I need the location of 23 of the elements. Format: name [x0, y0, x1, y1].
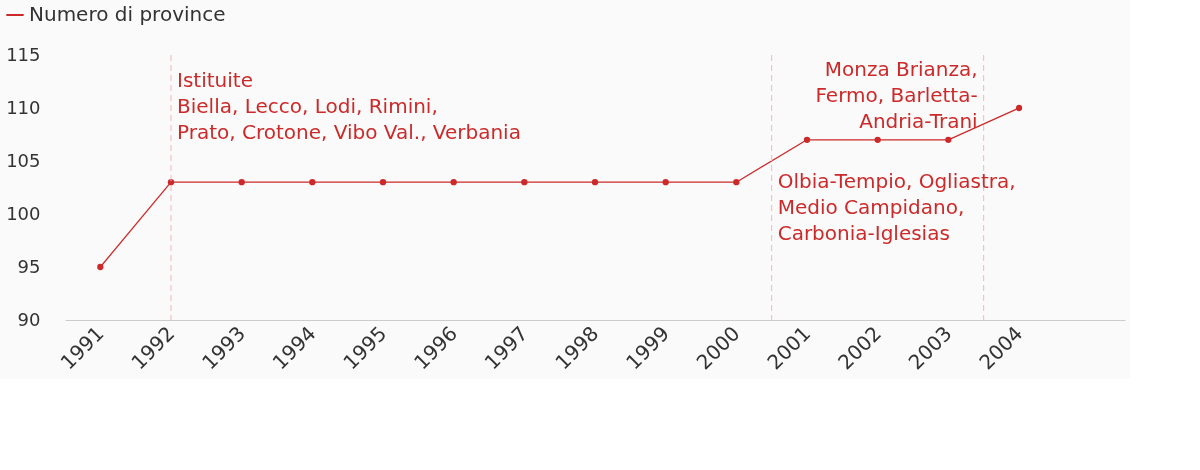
annotation: Istituite Biella, Lecco, Lodi, Rimini, Prato, Crotone, Vibo Val., Verbania: [177, 67, 521, 144]
point: [238, 179, 245, 186]
point: [309, 179, 316, 186]
point: [97, 263, 104, 271]
y-tick-label: 105: [6, 149, 41, 171]
point: [662, 179, 669, 186]
point: [591, 179, 599, 186]
point: [803, 136, 811, 143]
point: [874, 136, 881, 143]
point: [1015, 104, 1023, 112]
point: [379, 179, 387, 186]
y-tick-label: 100: [6, 202, 41, 224]
y-tick-label: 110: [6, 96, 41, 118]
point: [450, 179, 457, 186]
annotation: Olbia-Tempio, Ogliastra, Medio Campidano, Carbonia-Iglesias: [777, 168, 1016, 245]
point: [733, 179, 740, 186]
point: [945, 136, 952, 143]
point: [521, 179, 528, 186]
y-tick-label: 90: [17, 308, 41, 330]
y-tick-label: 115: [6, 43, 41, 65]
annotation: Monza Brianza, Fermo, Barletta- Andria-Trani: [815, 57, 978, 134]
legend-label: Numero di province: [29, 2, 226, 26]
y-tick-label: 95: [17, 255, 41, 277]
